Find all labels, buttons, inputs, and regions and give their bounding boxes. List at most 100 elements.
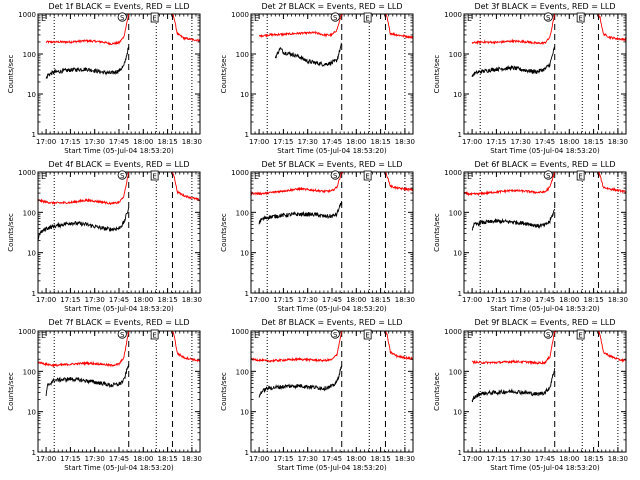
saa-marker-circle: [330, 12, 340, 22]
lld-series-line: [598, 13, 627, 43]
y-tick-label: 1: [32, 290, 36, 298]
plot-title: Det 9f BLACK = Events, RED = LLD: [474, 318, 615, 327]
lld-series-line: [258, 13, 344, 39]
eclipse-marker-box: [150, 170, 159, 181]
plot-title: Det 7f BLACK = Events, RED = LLD: [48, 318, 189, 327]
plot-frame: [463, 171, 627, 294]
eclipse-marker-box: [576, 12, 585, 23]
plot-frame: [37, 171, 201, 294]
plot-frame: [463, 330, 627, 453]
detector-plot-7: Det 7f BLACK = Events, RED = LLD 1000 100 1…: [7, 318, 202, 472]
x-tick-label: 17:00: [249, 455, 269, 463]
saa-marker: S: [546, 172, 551, 180]
y-tick-label: 100: [236, 51, 249, 59]
x-axis-label: Start Time (05-Jul-04 18:53:20): [277, 464, 387, 472]
x-tick-label: 17:30: [85, 296, 105, 304]
eclipse-marker: E: [254, 14, 259, 23]
y-tick-label: 1: [32, 131, 36, 139]
y-tick-label: 10: [27, 409, 36, 417]
x-tick-label: 18:00: [559, 296, 579, 304]
x-tick-label: 17:15: [273, 455, 293, 463]
y-tick-label: 100: [449, 368, 462, 376]
eclipse-marker-box: [576, 329, 585, 340]
x-tick-label: 17:30: [298, 455, 318, 463]
x-tick-label: 18:15: [584, 455, 604, 463]
x-tick-label: 18:30: [395, 296, 415, 304]
x-tick-label: 17:15: [60, 138, 80, 146]
x-tick-label: 18:30: [182, 138, 202, 146]
plot-frame: [250, 330, 414, 453]
detector-plot-8: Det 8f BLACK = Events, RED = LLD 1000 100 1…: [220, 318, 415, 472]
saa-marker-circle: [543, 12, 553, 22]
x-tick-label: 17:45: [109, 455, 129, 463]
lld-series-line: [385, 13, 414, 40]
eclipse-marker-box: [363, 329, 372, 340]
eclipse-marker: E: [365, 173, 369, 181]
y-tick-label: 10: [453, 250, 462, 258]
y-tick-label: 1: [245, 449, 249, 457]
saa-marker-circle: [117, 329, 127, 339]
events-series-line: [471, 46, 555, 77]
lld-series-line: [471, 330, 557, 365]
x-axis-label: Start Time (05-Jul-04 18:53:20): [490, 464, 600, 472]
plot-frame: [463, 13, 627, 135]
y-tick-label: 100: [236, 368, 249, 376]
y-tick-label: 10: [453, 409, 462, 417]
y-tick-label: 1: [458, 290, 462, 298]
eclipse-marker: E: [467, 331, 472, 340]
x-axis-label: Start Time (05-Jul-04 18:53:20): [277, 305, 387, 313]
x-tick-label: 18:15: [158, 455, 178, 463]
y-tick-label: 1000: [231, 328, 249, 336]
y-axis-label: Counts/sec: [220, 372, 228, 411]
saa-marker: S: [120, 331, 125, 339]
eclipse-marker-box: [150, 12, 159, 23]
y-axis-label: Counts/sec: [7, 372, 15, 411]
x-tick-label: 18:15: [584, 138, 604, 146]
plot-frame: [250, 13, 414, 135]
eclipse-marker: E: [365, 332, 369, 340]
x-tick-label: 17:15: [486, 455, 506, 463]
x-tick-label: 18:30: [608, 455, 628, 463]
plot-title: Det 3f BLACK = Events, RED = LLD: [474, 2, 615, 11]
eclipse-marker: E: [578, 15, 582, 23]
x-tick-label: 17:00: [249, 296, 269, 304]
y-tick-label: 1: [458, 131, 462, 139]
y-tick-label: 1000: [231, 169, 249, 177]
x-tick-label: 18:00: [559, 455, 579, 463]
y-axis-label: Counts/sec: [433, 372, 441, 411]
x-tick-label: 17:30: [298, 296, 318, 304]
x-tick-label: 18:30: [182, 455, 202, 463]
saa-marker: S: [546, 14, 551, 22]
x-tick-label: 18:30: [395, 138, 415, 146]
eclipse-marker: E: [152, 173, 156, 181]
y-tick-label: 1: [32, 449, 36, 457]
lld-series-line: [385, 330, 414, 361]
x-tick-label: 18:00: [133, 138, 153, 146]
detector-plot-9: Det 9f BLACK = Events, RED = LLD 1000 100 1…: [433, 318, 628, 472]
x-tick-label: 17:00: [462, 455, 482, 463]
saa-marker-circle: [543, 170, 553, 180]
x-tick-label: 18:30: [182, 296, 202, 304]
x-tick-label: 17:45: [109, 138, 129, 146]
x-tick-label: 17:15: [60, 455, 80, 463]
lld-series-line: [250, 171, 344, 196]
x-tick-label: 18:30: [395, 455, 415, 463]
y-tick-label: 1000: [18, 11, 36, 19]
x-tick-label: 17:30: [511, 138, 531, 146]
saa-marker-circle: [117, 170, 127, 180]
x-tick-label: 18:00: [133, 455, 153, 463]
y-tick-label: 1000: [231, 11, 249, 19]
events-series-line: [471, 368, 556, 403]
eclipse-marker: E: [578, 332, 582, 340]
saa-marker-circle: [330, 329, 340, 339]
x-tick-label: 17:45: [322, 455, 342, 463]
y-axis-label: Counts/sec: [433, 55, 441, 94]
y-tick-label: 10: [240, 250, 249, 258]
plot-title: Det 1f BLACK = Events, RED = LLD: [48, 2, 189, 11]
x-tick-label: 17:45: [535, 296, 555, 304]
x-tick-label: 17:15: [60, 296, 80, 304]
x-axis-label: Start Time (05-Jul-04 18:53:20): [64, 305, 174, 313]
y-tick-label: 1000: [18, 169, 36, 177]
y-tick-label: 100: [449, 209, 462, 217]
